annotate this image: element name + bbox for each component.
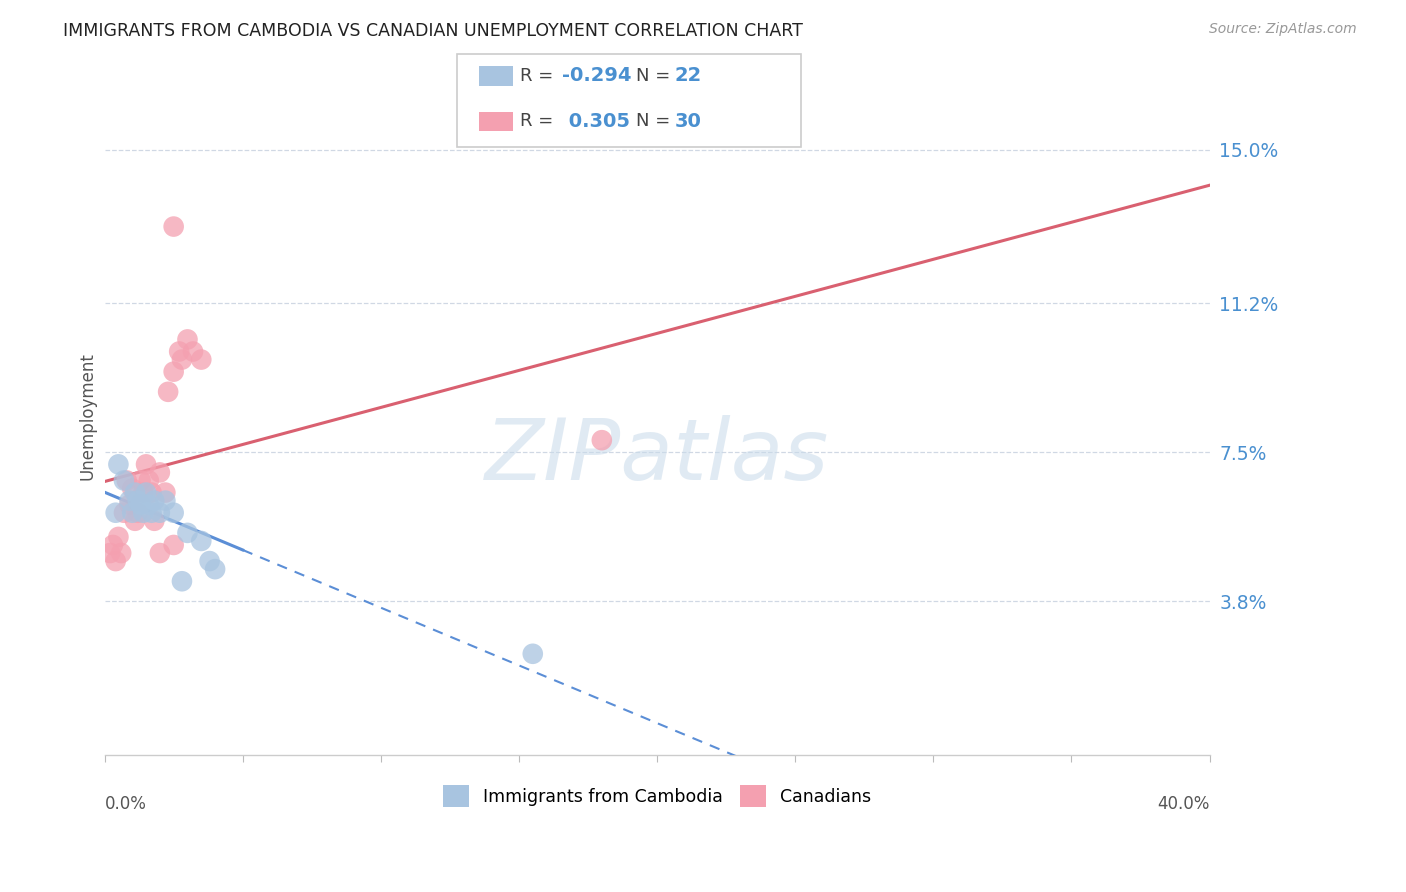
Point <box>155 485 177 500</box>
Point <box>149 466 172 480</box>
Point <box>121 482 143 496</box>
Point <box>181 344 204 359</box>
Point <box>163 506 186 520</box>
Text: ZIPatlas: ZIPatlas <box>485 415 830 498</box>
Point <box>132 485 155 500</box>
Text: R =: R = <box>520 67 560 85</box>
Point <box>138 474 160 488</box>
Point <box>204 562 226 576</box>
Text: -0.294: -0.294 <box>562 66 631 86</box>
Point <box>135 458 157 472</box>
Point <box>127 506 149 520</box>
Point <box>129 498 152 512</box>
Point <box>170 352 193 367</box>
Point <box>155 493 177 508</box>
Point <box>167 344 190 359</box>
Point <box>157 384 180 399</box>
Point <box>118 498 141 512</box>
Point <box>143 514 166 528</box>
Text: N =: N = <box>636 112 675 130</box>
Point <box>190 533 212 548</box>
Point <box>110 546 132 560</box>
Point <box>163 365 186 379</box>
Point <box>138 498 160 512</box>
Point <box>115 474 138 488</box>
Point <box>141 485 163 500</box>
Text: Source: ZipAtlas.com: Source: ZipAtlas.com <box>1209 22 1357 37</box>
Point <box>104 506 127 520</box>
Point <box>112 474 135 488</box>
Point <box>112 506 135 520</box>
Point <box>176 333 198 347</box>
Point <box>107 530 129 544</box>
Point <box>127 493 149 508</box>
Point <box>149 546 172 560</box>
Legend: Immigrants from Cambodia, Canadians: Immigrants from Cambodia, Canadians <box>436 779 879 814</box>
Y-axis label: Unemployment: Unemployment <box>79 352 96 480</box>
Point <box>118 493 141 508</box>
Text: N =: N = <box>636 67 675 85</box>
Point <box>141 506 163 520</box>
Point <box>124 514 146 528</box>
Text: 40.0%: 40.0% <box>1157 795 1209 813</box>
Point <box>198 554 221 568</box>
Point <box>121 506 143 520</box>
Point <box>124 485 146 500</box>
Point <box>163 538 186 552</box>
Point <box>149 506 172 520</box>
Point <box>190 352 212 367</box>
Point <box>132 506 155 520</box>
Point <box>163 219 186 234</box>
Point <box>135 485 157 500</box>
Text: R =: R = <box>520 112 560 130</box>
Point <box>98 546 121 560</box>
Point <box>104 554 127 568</box>
Point <box>143 493 166 508</box>
Point <box>107 458 129 472</box>
Text: 30: 30 <box>675 112 702 131</box>
Text: 0.0%: 0.0% <box>104 795 146 813</box>
Text: 22: 22 <box>675 66 702 86</box>
Point <box>522 647 544 661</box>
Point <box>170 574 193 589</box>
Point <box>129 474 152 488</box>
Point <box>101 538 124 552</box>
Point <box>176 525 198 540</box>
Text: IMMIGRANTS FROM CAMBODIA VS CANADIAN UNEMPLOYMENT CORRELATION CHART: IMMIGRANTS FROM CAMBODIA VS CANADIAN UNE… <box>63 22 803 40</box>
Point <box>591 433 613 447</box>
Text: 0.305: 0.305 <box>562 112 630 131</box>
